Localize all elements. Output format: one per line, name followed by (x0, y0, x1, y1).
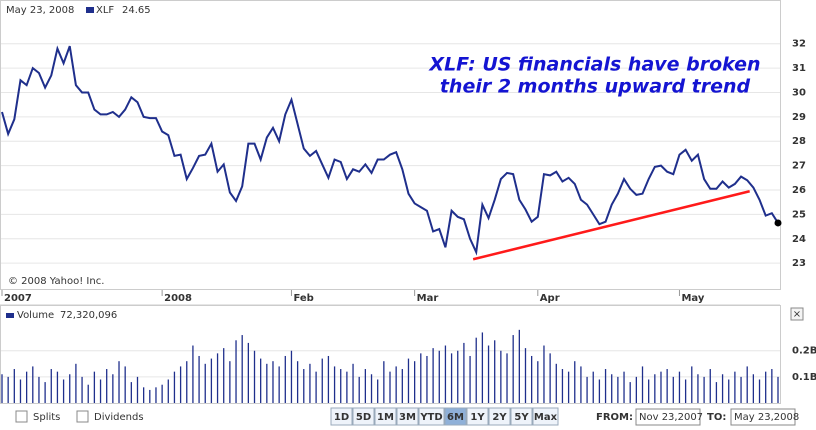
from-input[interactable] (635, 408, 701, 426)
annotation: their 2 months upward trend (440, 76, 751, 98)
to-input[interactable] (730, 408, 796, 426)
y-tick-label: 28 (792, 136, 806, 147)
range-button[interactable] (352, 407, 375, 426)
range-button[interactable] (466, 407, 489, 426)
legend-value: 24.65 (122, 5, 151, 16)
range-label[interactable]: YTD (419, 412, 442, 423)
range-button[interactable] (418, 407, 445, 426)
credit: © 2008 Yahoo! Inc. (8, 276, 104, 287)
legend-swatch (86, 7, 94, 13)
from-value[interactable]: Nov 23,2007 (639, 412, 703, 423)
to-label: TO: (707, 412, 726, 423)
date: May 23, 2008 (6, 5, 74, 16)
checkbox[interactable] (76, 410, 89, 423)
range-label[interactable]: Max (534, 412, 558, 423)
checkbox-label[interactable]: Splits (33, 412, 60, 423)
x-tick-label: Apr (540, 293, 560, 304)
range-label[interactable]: 5D (356, 412, 371, 423)
y-tick-label: 0.2B (792, 346, 816, 357)
y-tick-label: 32 (792, 39, 806, 50)
range-label[interactable]: 3M (399, 412, 416, 423)
range-label[interactable]: 6M (447, 412, 464, 423)
legend-name: Volume (17, 310, 54, 321)
y-tick-label: 29 (792, 112, 806, 123)
y-tick-label: 30 (792, 87, 806, 98)
range-button[interactable] (488, 407, 511, 426)
x-tick-label: 2007 (4, 293, 32, 304)
from-label: FROM: (596, 412, 633, 423)
x-tick-label: 2008 (164, 293, 192, 304)
y-tick-label: 0.1B (792, 372, 816, 383)
range-button[interactable] (330, 407, 353, 426)
x-tick-label: Mar (417, 293, 439, 304)
y-tick-label: 31 (792, 63, 806, 74)
trendline (472, 190, 750, 261)
y-tick-label: 26 (792, 185, 806, 196)
x-tick-label: May (681, 293, 704, 304)
range-label[interactable]: 1D (334, 412, 349, 423)
legend-name: XLF (96, 5, 114, 16)
y-tick-label: 27 (792, 161, 806, 172)
y-tick-label: 25 (792, 209, 806, 220)
range-label[interactable]: 1Y (470, 412, 485, 423)
range-button[interactable] (444, 407, 467, 426)
x-tick-label: Feb (293, 293, 313, 304)
y-tick-label: 23 (792, 258, 806, 269)
range-button[interactable] (510, 407, 533, 426)
close-button[interactable] (790, 307, 804, 321)
close-label[interactable]: × (793, 309, 801, 320)
price-line (1, 45, 779, 256)
range-button[interactable] (532, 407, 559, 426)
legend-value: 72,320,096 (60, 310, 117, 321)
legend-swatch (6, 313, 14, 318)
y-tick-label: 24 (792, 234, 806, 245)
price-panel (0, 0, 781, 290)
range-button[interactable] (396, 407, 419, 426)
annotation: XLF: US financials have broken (428, 54, 760, 76)
range-label[interactable]: 2Y (492, 412, 507, 423)
volume-panel (0, 305, 781, 404)
range-button[interactable] (374, 407, 397, 426)
range-label[interactable]: 1M (377, 412, 394, 423)
checkbox[interactable] (15, 410, 28, 423)
to-value[interactable]: May 23,2008 (734, 412, 799, 423)
last-point (774, 219, 782, 227)
range-label[interactable]: 5Y (514, 412, 529, 423)
checkbox-label[interactable]: Dividends (94, 412, 144, 423)
